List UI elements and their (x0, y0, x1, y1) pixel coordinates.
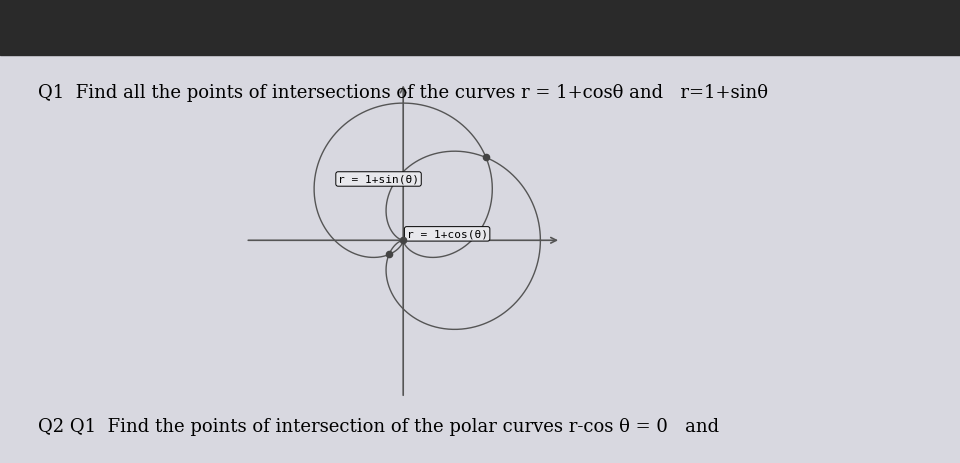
Point (381, 251, 396, 259)
Bar (0, 0, 960, 56)
Text: Q2 Q1  Find the points of intersection of the polar curves r-cos θ = 0   and: Q2 Q1 Find the points of intersection of… (38, 417, 720, 435)
Text: r = 1+sin(θ): r = 1+sin(θ) (338, 175, 419, 185)
Text: Q1  Find all the points of intersections of the curves r = 1+cosθ and   r=1+sinθ: Q1 Find all the points of intersections … (38, 83, 768, 101)
Point (478, 155, 493, 162)
Text: r = 1+cos(θ): r = 1+cos(θ) (407, 229, 488, 239)
Point (396, 237, 411, 244)
